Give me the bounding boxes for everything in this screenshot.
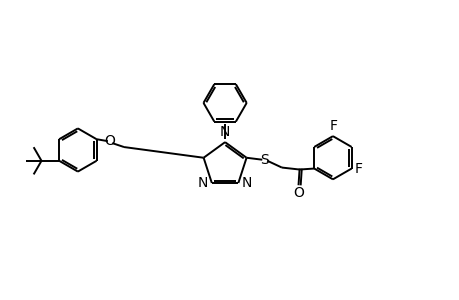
Text: N: N <box>241 176 252 190</box>
Text: O: O <box>292 186 303 200</box>
Text: N: N <box>197 176 208 190</box>
Text: N: N <box>219 125 230 139</box>
Text: S: S <box>259 153 268 167</box>
Text: F: F <box>354 161 362 176</box>
Text: O: O <box>104 134 114 148</box>
Text: F: F <box>329 119 337 133</box>
